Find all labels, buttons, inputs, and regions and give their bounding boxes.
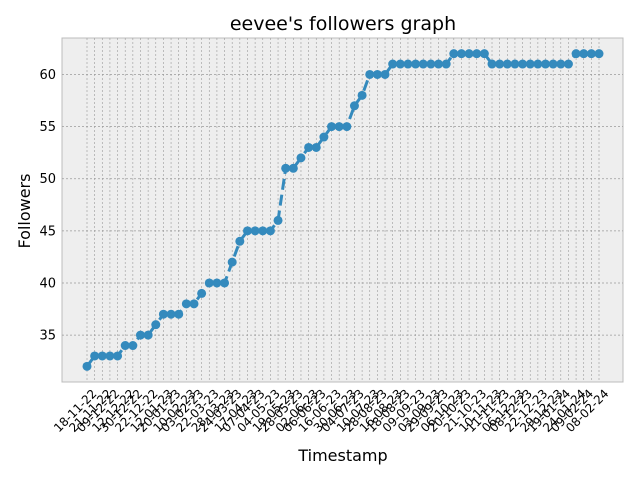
data-point <box>288 163 298 173</box>
data-point <box>342 122 352 132</box>
y-axis-ticks: 35 40 45 50 55 60 <box>39 68 56 344</box>
data-point <box>258 226 268 236</box>
data-point <box>548 59 558 69</box>
data-point <box>487 59 497 69</box>
x-axis-label: Timestamp <box>297 446 387 465</box>
data-point <box>334 122 344 132</box>
data-point <box>556 59 566 69</box>
data-point <box>319 132 329 142</box>
data-point <box>372 69 382 79</box>
data-point <box>571 49 581 59</box>
data-point <box>449 49 459 59</box>
data-series <box>82 49 604 371</box>
data-point <box>327 122 337 132</box>
data-point <box>426 59 436 69</box>
data-point <box>311 142 321 152</box>
data-point <box>227 257 237 267</box>
data-point <box>441 59 451 69</box>
chart-title: eevee's followers graph <box>230 13 456 35</box>
data-point <box>296 153 306 163</box>
data-point <box>472 49 482 59</box>
data-point <box>380 69 390 79</box>
y-tick-label: 50 <box>39 172 56 187</box>
data-point <box>143 330 153 340</box>
data-point <box>456 49 466 59</box>
data-point <box>525 59 535 69</box>
data-point <box>479 49 489 59</box>
data-point <box>235 236 245 246</box>
data-point <box>151 320 161 330</box>
data-point <box>158 309 168 319</box>
data-point <box>357 90 367 100</box>
y-tick-label: 60 <box>39 68 56 83</box>
data-point <box>113 351 123 361</box>
data-point <box>97 351 107 361</box>
y-tick-label: 45 <box>39 224 56 239</box>
data-point <box>388 59 398 69</box>
data-point <box>220 278 230 288</box>
data-point <box>120 341 130 351</box>
data-point <box>250 226 260 236</box>
data-point <box>212 278 222 288</box>
data-point <box>510 59 520 69</box>
data-point <box>464 49 474 59</box>
data-point <box>90 351 100 361</box>
data-point <box>304 142 314 152</box>
y-tick-label: 40 <box>39 276 56 291</box>
data-point <box>174 309 184 319</box>
data-point <box>403 59 413 69</box>
data-point <box>189 299 199 309</box>
data-point <box>105 351 115 361</box>
data-point <box>434 59 444 69</box>
y-tick-label: 55 <box>39 120 56 135</box>
plot-area <box>61 37 624 383</box>
data-point <box>197 288 207 298</box>
data-point <box>273 215 283 225</box>
data-point <box>586 49 596 59</box>
data-point <box>563 59 573 69</box>
data-point <box>166 309 176 319</box>
data-point <box>418 59 428 69</box>
y-tick-label: 35 <box>39 329 56 344</box>
data-point <box>495 59 505 69</box>
grid-lines <box>62 38 623 382</box>
data-point <box>594 49 604 59</box>
data-point <box>518 59 528 69</box>
data-point <box>411 59 421 69</box>
data-point <box>265 226 275 236</box>
data-point <box>281 163 291 173</box>
data-point <box>128 341 138 351</box>
x-axis-ticks: 18-11-2221-11-2209-12-2212-12-2230-12-22… <box>51 387 611 435</box>
y-axis-label: Followers <box>15 174 34 249</box>
data-point <box>502 59 512 69</box>
data-point <box>541 59 551 69</box>
data-point <box>204 278 214 288</box>
data-point <box>242 226 252 236</box>
data-point <box>579 49 589 59</box>
data-point <box>135 330 145 340</box>
data-point <box>181 299 191 309</box>
data-point <box>533 59 543 69</box>
data-point <box>82 361 92 371</box>
data-point <box>365 69 375 79</box>
data-point <box>395 59 405 69</box>
data-point <box>349 101 359 111</box>
